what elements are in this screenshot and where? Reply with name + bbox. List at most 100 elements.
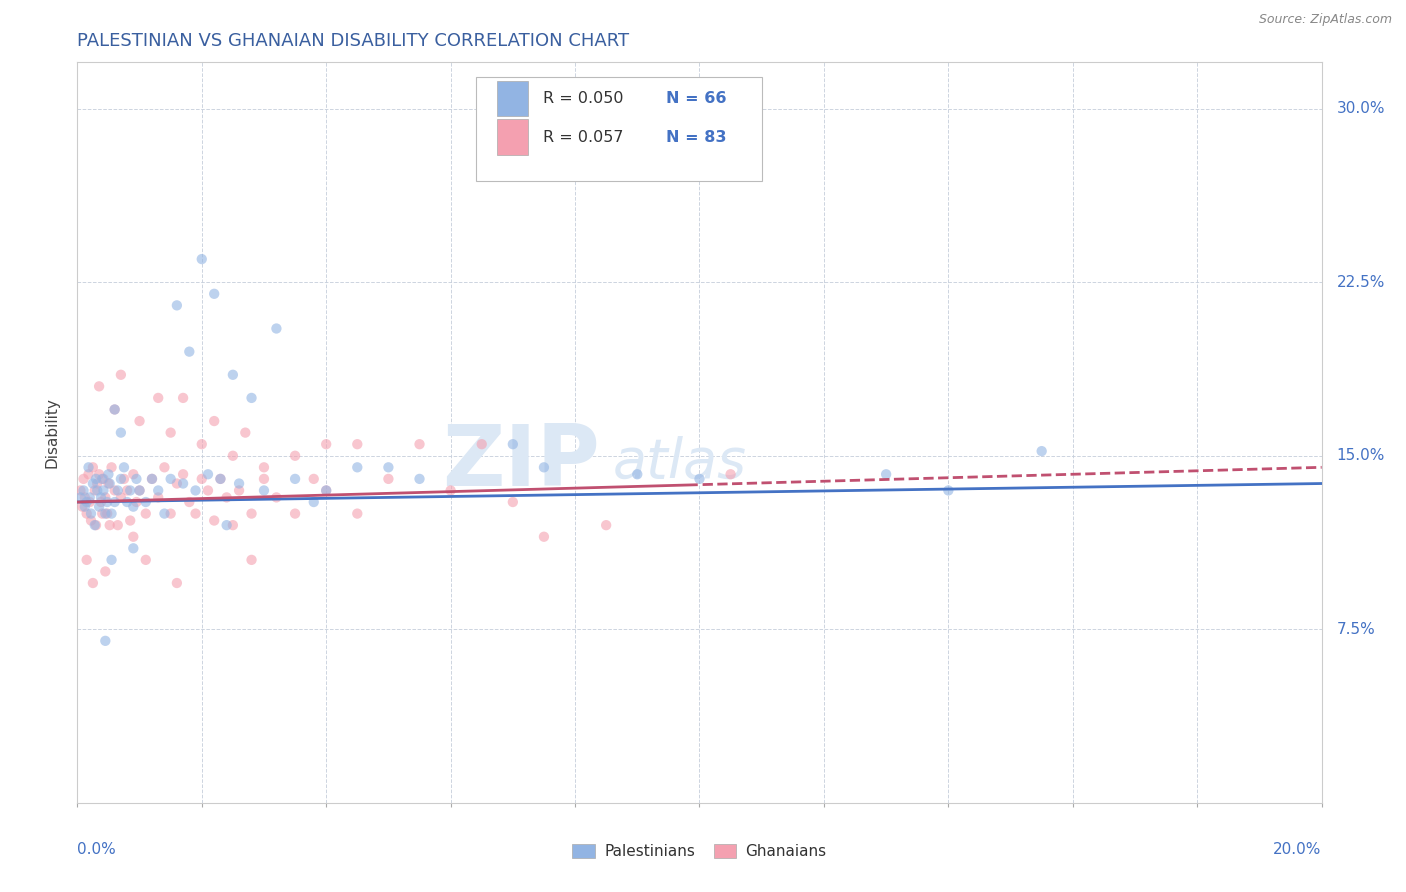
Point — [93, 483, 115, 498]
Point — [153, 460, 176, 475]
Point — [94, 507, 117, 521]
Point — [159, 425, 181, 440]
Point — [86, 483, 108, 498]
Point — [166, 476, 188, 491]
Point — [148, 391, 170, 405]
Point — [104, 495, 127, 509]
Point — [110, 472, 132, 486]
Point — [302, 495, 325, 509]
Point — [228, 483, 250, 498]
Point — [346, 460, 368, 475]
Point — [76, 507, 98, 521]
Point — [96, 495, 118, 509]
Text: 7.5%: 7.5% — [1337, 622, 1375, 637]
Point — [79, 495, 101, 509]
Point — [93, 472, 115, 486]
Text: Source: ZipAtlas.com: Source: ZipAtlas.com — [1258, 13, 1392, 27]
Point — [377, 460, 399, 475]
Point — [159, 472, 181, 486]
Point — [115, 495, 138, 509]
Point — [179, 344, 201, 359]
Point — [110, 425, 132, 440]
Point — [222, 518, 245, 533]
Point — [689, 472, 711, 486]
Point — [91, 472, 114, 486]
Point — [135, 507, 157, 521]
Point — [471, 437, 494, 451]
Text: PALESTINIAN VS GHANAIAN DISABILITY CORRELATION CHART: PALESTINIAN VS GHANAIAN DISABILITY CORRE… — [77, 32, 630, 50]
Text: 20.0%: 20.0% — [1274, 842, 1322, 856]
Point — [80, 507, 103, 521]
Point — [148, 483, 170, 498]
Point — [122, 500, 145, 514]
Point — [936, 483, 959, 498]
Point — [284, 472, 307, 486]
Point — [98, 476, 121, 491]
Point — [502, 495, 524, 509]
Point — [98, 518, 121, 533]
Point — [82, 576, 104, 591]
Point — [87, 500, 110, 514]
Point — [94, 491, 117, 505]
Point — [87, 467, 110, 482]
Point — [595, 518, 617, 533]
Point — [83, 518, 105, 533]
Point — [84, 518, 107, 533]
Text: R = 0.057: R = 0.057 — [543, 129, 623, 145]
Point — [346, 437, 368, 451]
Point — [159, 507, 181, 521]
Text: atlas: atlas — [613, 435, 747, 489]
Point — [266, 321, 288, 335]
Point — [125, 472, 148, 486]
Point — [172, 467, 194, 482]
Point — [172, 391, 194, 405]
Point — [72, 472, 94, 486]
Point — [77, 460, 100, 475]
Point — [197, 483, 219, 498]
Point — [191, 472, 214, 486]
Point — [86, 476, 108, 491]
Point — [128, 483, 150, 498]
Point — [110, 491, 132, 505]
Point — [148, 491, 170, 505]
Point — [122, 541, 145, 556]
Point — [315, 483, 337, 498]
Point — [222, 368, 245, 382]
Point — [73, 500, 96, 514]
Point — [253, 472, 276, 486]
Point — [202, 514, 225, 528]
Point — [141, 472, 163, 486]
Text: 0.0%: 0.0% — [77, 842, 117, 856]
Point — [253, 460, 276, 475]
Point — [1031, 444, 1053, 458]
Y-axis label: Disability: Disability — [45, 397, 60, 468]
Point — [94, 565, 117, 579]
Point — [197, 467, 219, 482]
Text: R = 0.050: R = 0.050 — [543, 91, 623, 106]
Point — [112, 460, 135, 475]
Point — [84, 472, 107, 486]
Point — [408, 472, 430, 486]
Bar — [496, 81, 527, 117]
Point — [209, 472, 232, 486]
Point — [377, 472, 399, 486]
Text: N = 66: N = 66 — [666, 91, 727, 106]
Text: N = 83: N = 83 — [666, 129, 727, 145]
Point — [315, 483, 337, 498]
Point — [875, 467, 897, 482]
Point — [73, 491, 96, 505]
Point — [253, 483, 276, 498]
Legend: Palestinians, Ghanaians: Palestinians, Ghanaians — [567, 838, 832, 865]
Point — [209, 472, 232, 486]
Point — [104, 402, 127, 417]
Point — [408, 437, 430, 451]
Point — [100, 553, 122, 567]
Point — [72, 483, 94, 498]
Point — [83, 483, 105, 498]
Point — [128, 414, 150, 428]
Point — [115, 483, 138, 498]
Point — [215, 491, 238, 505]
Point — [69, 483, 91, 498]
Point — [284, 449, 307, 463]
Point — [125, 495, 148, 509]
